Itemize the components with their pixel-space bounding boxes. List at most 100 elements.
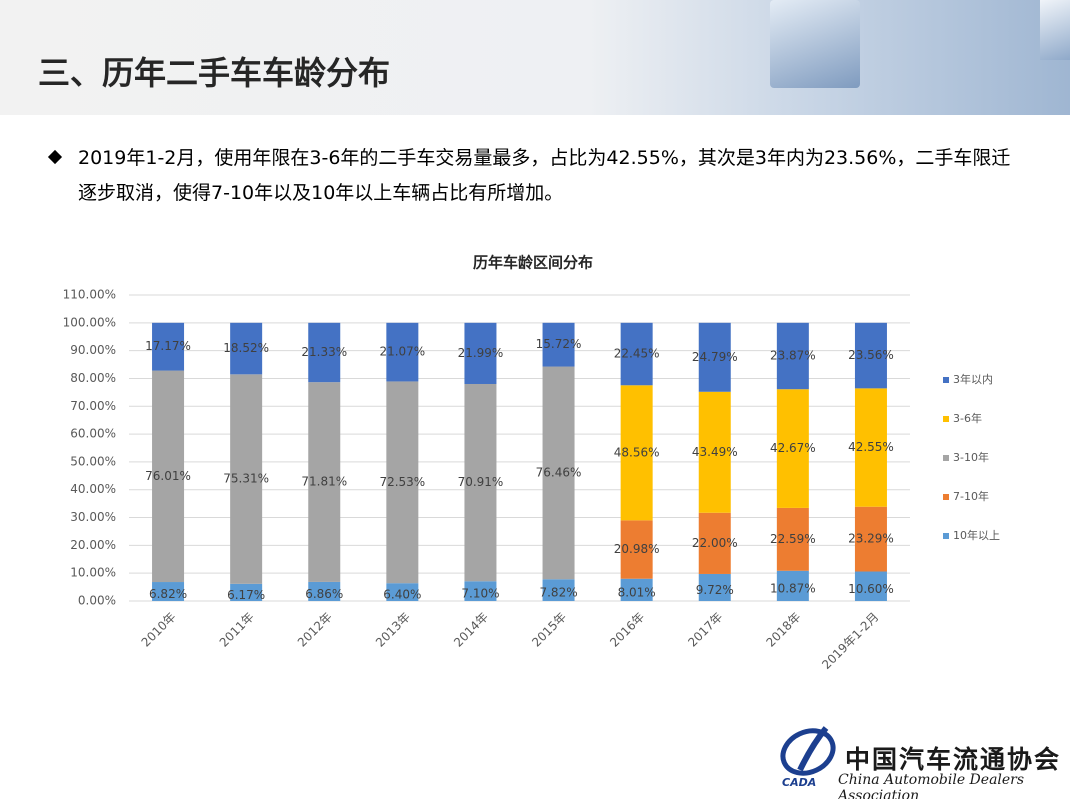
value-label: 9.72%	[696, 583, 734, 597]
y-tick-label: 110.00%	[63, 288, 116, 302]
value-label: 22.59%	[770, 532, 816, 546]
value-label: 15.72%	[536, 337, 582, 351]
value-label: 10.60%	[848, 582, 894, 596]
bar-segment	[230, 322, 263, 375]
logo-emblem	[780, 726, 836, 776]
logo-en: China Automobile Dealers Association	[838, 772, 1025, 799]
bar-segment	[386, 322, 419, 382]
legend-label: 10年以上	[953, 528, 1000, 542]
y-tick-label: 90.00%	[70, 343, 116, 357]
bar-segment	[620, 322, 653, 386]
y-tick-label: 100.00%	[63, 315, 116, 329]
bar-segment	[620, 385, 653, 521]
value-label: 18.52%	[223, 341, 269, 355]
value-label: 42.67%	[770, 441, 816, 455]
y-tick-label: 20.00%	[70, 538, 116, 552]
bar-segment	[698, 391, 731, 513]
legend-label: 3年以内	[953, 372, 993, 386]
bar-segment	[152, 582, 185, 601]
value-label: 43.49%	[692, 445, 738, 459]
value-label: 75.31%	[223, 472, 269, 486]
y-tick-label: 70.00%	[70, 399, 116, 413]
x-tick-label: 2012年	[295, 610, 335, 650]
value-label: 7.10%	[461, 587, 499, 601]
legend-swatch	[943, 377, 949, 383]
value-label: 76.46%	[536, 465, 582, 479]
bar-segment	[386, 583, 419, 601]
x-tick-label: 2018年	[763, 610, 803, 650]
chart-title: 历年车龄区间分布	[473, 254, 593, 272]
value-label: 6.86%	[305, 587, 343, 601]
bar-segment	[776, 570, 809, 601]
bar-segment	[698, 573, 731, 601]
y-tick-label: 30.00%	[70, 510, 116, 524]
legend-swatch	[943, 494, 949, 500]
legend-swatch	[943, 416, 949, 422]
value-label: 24.79%	[692, 350, 738, 364]
bar-segment	[464, 383, 497, 582]
legend-swatch	[943, 455, 949, 461]
bar-segment	[542, 579, 575, 601]
y-tick-label: 60.00%	[70, 427, 116, 441]
bar-segment	[776, 322, 809, 390]
bar-segment	[230, 374, 263, 584]
y-tick-label: 0.00%	[78, 594, 116, 608]
bar-segment	[464, 581, 497, 601]
decor	[770, 0, 860, 88]
value-label: 23.56%	[848, 348, 894, 362]
value-label: 70.91%	[458, 475, 504, 489]
y-tick-label: 80.00%	[70, 371, 116, 385]
bar-segment	[464, 322, 497, 384]
y-tick-label: 50.00%	[70, 454, 116, 468]
x-tick-label: 2013年	[373, 610, 413, 650]
value-label: 71.81%	[301, 475, 347, 489]
bar-segment	[230, 583, 263, 601]
bar-segment	[776, 389, 809, 508]
value-label: 72.53%	[379, 475, 425, 489]
bar-segment	[386, 381, 419, 584]
value-label: 21.33%	[301, 345, 347, 359]
bar-segment	[698, 512, 731, 574]
value-label: 17.17%	[145, 339, 191, 353]
slide-title: 三、历年二手车车龄分布	[38, 54, 391, 92]
value-label: 7.82%	[539, 586, 577, 600]
value-label: 20.98%	[614, 542, 660, 556]
bar-segment	[854, 506, 887, 572]
value-label: 22.00%	[692, 536, 738, 550]
bar-segment	[308, 382, 341, 582]
bar-segment	[542, 322, 575, 367]
x-tick-label: 2015年	[529, 610, 569, 650]
value-label: 22.45%	[614, 347, 660, 361]
bar-segment	[620, 520, 653, 579]
legend-label: 7-10年	[953, 489, 989, 503]
logo-cn: 中国汽车流通协会	[845, 745, 1062, 774]
bar-segment	[542, 366, 575, 580]
bar-segment	[620, 578, 653, 601]
x-tick-label: 2019年1-2月	[819, 610, 881, 672]
legend-label: 3-10年	[953, 450, 989, 464]
legend-swatch	[943, 533, 949, 539]
value-label: 23.87%	[770, 349, 816, 363]
value-label: 48.56%	[614, 445, 660, 459]
value-label: 21.07%	[379, 345, 425, 359]
bar-segment	[698, 322, 731, 392]
value-label: 6.40%	[383, 588, 421, 602]
logo-abbr: CADA	[782, 776, 817, 789]
value-label: 6.82%	[149, 587, 187, 601]
x-tick-label: 2010年	[139, 610, 179, 650]
bar-segment	[854, 571, 887, 601]
value-label: 6.17%	[227, 588, 265, 602]
bar-segment	[854, 388, 887, 507]
bullet-text: 2019年1-2月，使用年限在3-6年的二手车交易量最多，占比为42.55%，其…	[78, 147, 1011, 204]
value-label: 10.87%	[770, 581, 816, 595]
value-label: 42.55%	[848, 440, 894, 454]
x-tick-label: 2016年	[607, 610, 647, 650]
header-banner	[0, 0, 1070, 115]
x-tick-label: 2011年	[217, 610, 257, 650]
x-tick-label: 2017年	[685, 610, 725, 650]
decor	[1040, 0, 1070, 60]
bar-segment	[152, 370, 185, 583]
legend-label: 3-6年	[953, 411, 982, 425]
value-label: 21.99%	[458, 346, 504, 360]
